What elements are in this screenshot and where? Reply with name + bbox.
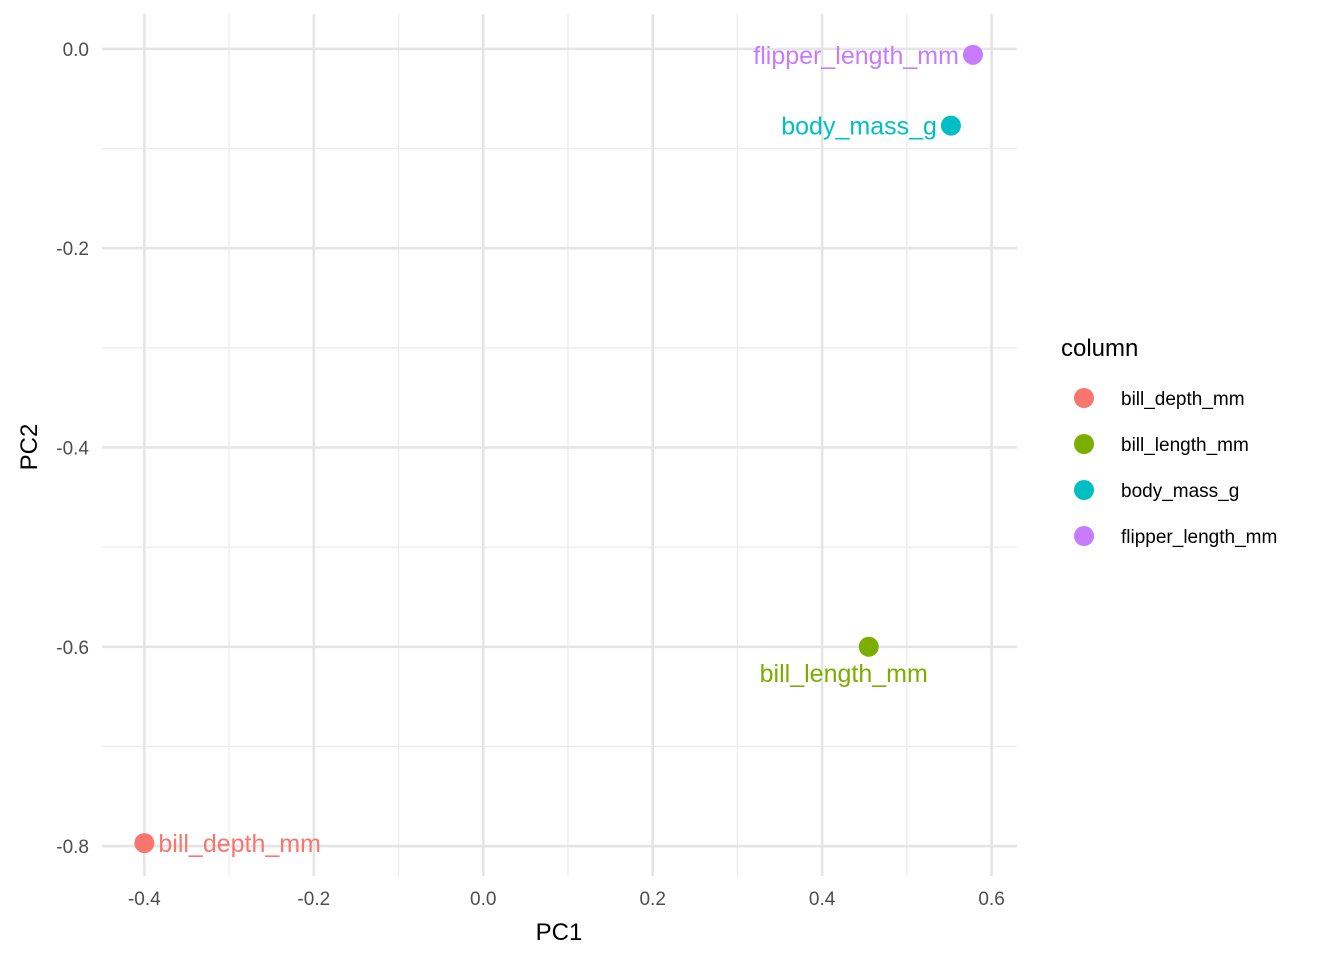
legend-label-bill-length-mm: bill_length_mm [1121,435,1249,456]
y-tick-label: -0.8 [56,837,89,858]
data-point-bill-depth-mm [134,833,155,854]
y-tick-label: -0.2 [56,239,89,260]
major-gridlines [102,14,1017,876]
data-points [134,44,983,854]
x-tick-label: -0.2 [297,889,330,910]
y-tick-label: -0.6 [56,638,89,659]
legend-key-flipper-length-mm [1074,526,1094,546]
y-axis-tick-labels: 0.0 -0.2 -0.4 -0.6 -0.8 [56,40,89,858]
x-tick-label: 0.0 [470,889,496,910]
legend-entries: bill_depth_mm bill_length_mm body_mass_gfl… [1074,388,1277,548]
x-tick-label: 0.6 [978,889,1004,910]
legend-label-flipper-length-mm: flipper_length_mm [1121,527,1277,548]
data-label-bill-depth-mm: bill_depth_mm [158,830,321,858]
x-tick-label: 0.2 [639,889,665,910]
legend-label-bill-depth-mm: bill_depth_mm [1121,389,1245,410]
y-axis-title: PC2 [16,424,43,471]
legend-key-body-mass-g [1074,480,1094,500]
data-point-body-mass-g [940,115,961,136]
legend-label-body-mass-g: body_mass_g [1121,481,1239,502]
data-point-flipper-length-mm [962,44,983,65]
data-point-bill-length-mm [858,636,879,657]
data-label-body-mass-g: body_mass_g [781,113,937,141]
data-label-bill-length-mm: bill_length_mm [760,660,928,688]
y-tick-label: 0.0 [63,40,89,61]
x-tick-label: 0.4 [809,889,836,910]
x-axis-tick-labels: -0.4 -0.2 0.0 0.2 0.4 0.6 [128,889,1005,910]
x-tick-label: -0.4 [128,889,161,910]
legend-title: column [1061,335,1138,362]
x-axis-title: PC1 [536,919,583,946]
data-point-labels: bill_depth_mm bill_length_mm body_mass_g fl… [158,42,959,858]
data-label-flipper-length-mm: flipper_length_mm [753,42,959,70]
legend: column bill_depth_mm bill_length_mm body_m… [1061,335,1277,548]
legend-key-bill-length-mm [1074,434,1094,454]
legend-key-bill-depth-mm [1074,388,1094,408]
minor-gridlines [102,14,1017,876]
y-tick-label: -0.4 [56,438,89,459]
